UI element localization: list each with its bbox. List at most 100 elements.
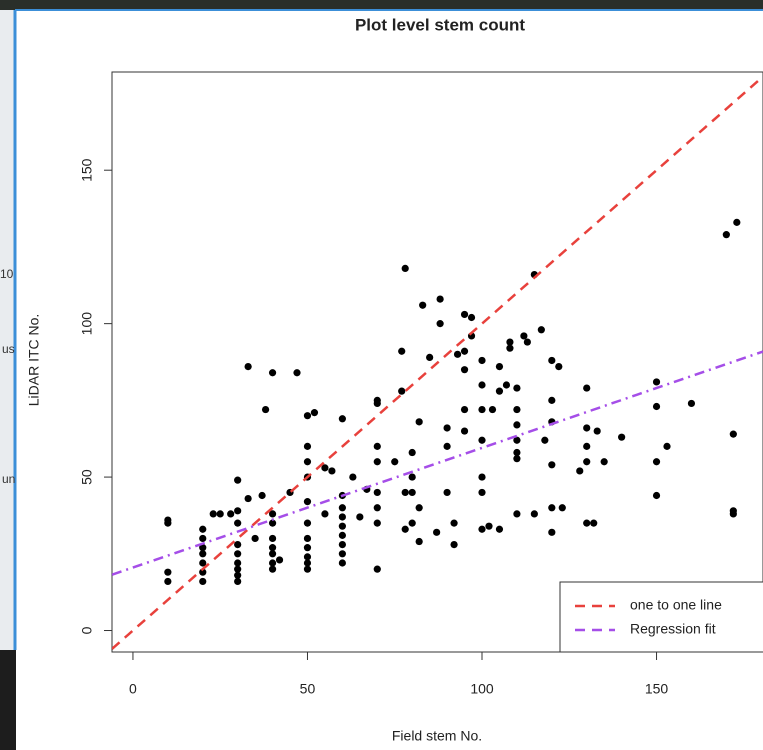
point (593, 427, 601, 435)
point (513, 384, 521, 392)
point (583, 424, 591, 432)
point (530, 510, 538, 518)
point (450, 540, 458, 549)
point (478, 473, 486, 481)
point (513, 436, 521, 444)
x-tick-label: 100 (470, 681, 494, 697)
point (478, 405, 486, 414)
chart-title: Plot level stem count (355, 15, 525, 34)
point (415, 418, 423, 426)
point (460, 347, 469, 355)
point (548, 461, 556, 469)
point (321, 510, 329, 518)
point (227, 510, 235, 518)
point (199, 544, 207, 552)
background-image-strip (0, 0, 763, 10)
point (234, 476, 242, 484)
point (722, 231, 730, 239)
point (729, 510, 737, 518)
point (513, 421, 521, 429)
point (349, 473, 357, 481)
point (209, 510, 217, 518)
point (433, 528, 441, 536)
point (268, 519, 277, 527)
point (453, 350, 462, 358)
point (268, 369, 277, 377)
point (520, 332, 528, 340)
point (234, 571, 242, 579)
point (303, 498, 312, 506)
point (251, 534, 259, 543)
legend-label: one to one line (630, 597, 722, 613)
point (460, 310, 469, 319)
point (234, 507, 242, 515)
point (419, 301, 427, 309)
point (199, 559, 207, 567)
point (338, 550, 346, 558)
point (373, 488, 381, 497)
point (164, 516, 172, 524)
point (495, 363, 504, 371)
point (398, 347, 406, 355)
point (426, 353, 434, 361)
point (687, 399, 696, 408)
point (460, 405, 469, 414)
point (268, 544, 277, 552)
point (583, 384, 591, 392)
point (408, 448, 416, 457)
point (310, 409, 319, 417)
point (495, 525, 504, 533)
point (303, 458, 312, 466)
point (338, 531, 346, 539)
point (303, 544, 312, 552)
point (244, 494, 252, 503)
point (338, 559, 346, 567)
point (513, 455, 521, 463)
point (652, 378, 661, 386)
point (199, 525, 207, 533)
point (199, 568, 207, 576)
y-axis-label: LiDAR ITC No. (26, 314, 42, 407)
point (391, 458, 399, 466)
point (467, 313, 476, 322)
point (199, 550, 207, 558)
point (303, 412, 312, 420)
point (303, 442, 312, 450)
point (548, 356, 556, 365)
point (576, 467, 584, 475)
reference-line (112, 75, 763, 650)
point (373, 396, 381, 404)
point (401, 525, 409, 533)
point (408, 519, 416, 527)
point (583, 458, 591, 466)
point (408, 473, 416, 481)
point (373, 519, 381, 527)
point (234, 550, 242, 558)
point (478, 525, 486, 533)
point (234, 577, 242, 586)
point (303, 559, 312, 567)
point (506, 338, 514, 346)
point (583, 442, 591, 450)
y-tick-label: 0 (79, 626, 95, 634)
point (663, 442, 671, 450)
plot-frame (111, 71, 763, 653)
point (244, 363, 252, 371)
point (401, 264, 409, 273)
y-tick-label: 150 (79, 158, 95, 182)
point (338, 513, 346, 521)
point (199, 534, 207, 543)
point (408, 488, 416, 497)
point (548, 504, 556, 512)
point (303, 565, 312, 573)
point (268, 565, 277, 573)
point (523, 338, 531, 346)
point (506, 344, 514, 352)
point (338, 504, 346, 512)
point (513, 448, 521, 457)
point (338, 522, 346, 530)
point (258, 491, 266, 500)
point (513, 510, 521, 518)
